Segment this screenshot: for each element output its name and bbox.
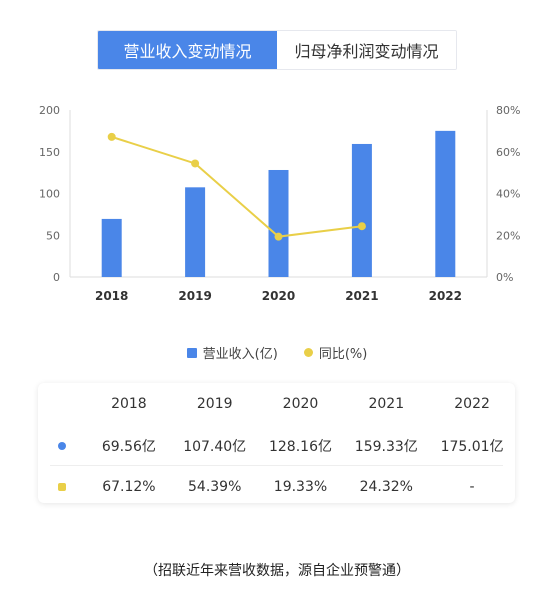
- x-axis-tick-label: 2021: [345, 289, 378, 303]
- revenue-bar: [351, 143, 372, 277]
- legend-label-yoy: 同比(%): [318, 347, 368, 362]
- line-legend-swatch: [303, 348, 313, 357]
- left-axis-tick-label: 200: [39, 104, 60, 117]
- revenue-chart: 0 50 100 150 200 0% 20% 40% 60% 80% 2018 2019 2020 20…: [39, 104, 520, 303]
- left-axis-tick-label: 100: [39, 188, 60, 201]
- table-row-marker: [38, 442, 86, 450]
- left-axis-tick-label: 50: [46, 229, 60, 242]
- yoy-point: [274, 232, 283, 241]
- table-cell: 159.33亿: [354, 439, 418, 455]
- revenue-bar: [185, 187, 206, 277]
- table-cell: 19.33%: [273, 479, 328, 495]
- source-footnote: （招联近年来营收数据，源自企业预警通）: [144, 563, 410, 579]
- table-row-revenue: 69.56亿 107.40亿 128.16亿 159.33亿 175.01亿: [38, 427, 515, 465]
- x-axis-tick-label: 2020: [262, 289, 295, 303]
- table-cell: 175.01亿: [440, 439, 504, 455]
- x-axis-tick-label: 2022: [429, 289, 462, 303]
- table-cell: 24.32%: [359, 479, 413, 495]
- x-axis-tick-label: 2018: [95, 289, 128, 303]
- left-axis-tick-label: 150: [39, 146, 60, 159]
- table-cell: 128.16亿: [268, 439, 332, 455]
- legend-label-revenue: 营业收入(亿): [202, 347, 278, 362]
- table-header-cell: 2021: [368, 396, 405, 412]
- table-header-row: 2018 2019 2020 2021 2022: [38, 385, 515, 423]
- table-cell: -: [469, 479, 475, 495]
- table-row-marker: [38, 483, 86, 491]
- blue-dot-icon: [58, 442, 66, 450]
- data-table: 2018 2019 2020 2021 2022 69.56亿 107.40亿 …: [38, 383, 515, 503]
- revenue-bar: [268, 169, 289, 277]
- right-axis-tick-label: 60%: [496, 146, 520, 159]
- yellow-dot-icon: [58, 483, 66, 491]
- tab-revenue-change[interactable]: 营业收入变动情况: [98, 31, 277, 69]
- table-header-cell: 2020: [282, 396, 319, 412]
- yoy-line: [111, 135, 363, 238]
- table-header-cell: 2022: [454, 396, 490, 412]
- revenue-bar: [435, 130, 456, 277]
- right-axis-tick-label: 40%: [496, 188, 520, 201]
- legend-item-yoy[interactable]: 同比(%): [303, 343, 368, 362]
- bar-legend-swatch: [186, 347, 197, 358]
- revenue-bar: [101, 218, 122, 277]
- tab-net-profit-change[interactable]: 归母净利润变动情况: [277, 31, 456, 69]
- right-axis-tick-label: 20%: [496, 229, 520, 242]
- table-row-yoy: 67.12% 54.39% 19.33% 24.32% -: [38, 468, 515, 506]
- right-axis-tick-label: 80%: [496, 104, 520, 117]
- table-cell: 69.56亿: [101, 439, 156, 455]
- metric-tabs: 营业收入变动情况 归母净利润变动情况: [97, 30, 457, 70]
- left-axis-tick-label: 0: [53, 271, 60, 284]
- table-cell: 107.40亿: [183, 439, 247, 455]
- table-header-cell: 2018: [111, 396, 147, 412]
- legend-item-revenue[interactable]: 营业收入(亿): [186, 343, 278, 362]
- table-cell: 67.12%: [102, 479, 156, 495]
- table-divider: [50, 465, 503, 466]
- x-axis-tick-label: 2019: [178, 289, 211, 303]
- yoy-point: [107, 132, 116, 141]
- yoy-point: [357, 222, 366, 231]
- yoy-point: [191, 159, 200, 168]
- right-axis-tick-label: 0%: [496, 271, 513, 284]
- table-cell: 54.39%: [188, 479, 242, 495]
- chart-legend: 营业收入(亿) 同比(%): [0, 343, 554, 362]
- table-header-cell: 2019: [196, 396, 233, 412]
